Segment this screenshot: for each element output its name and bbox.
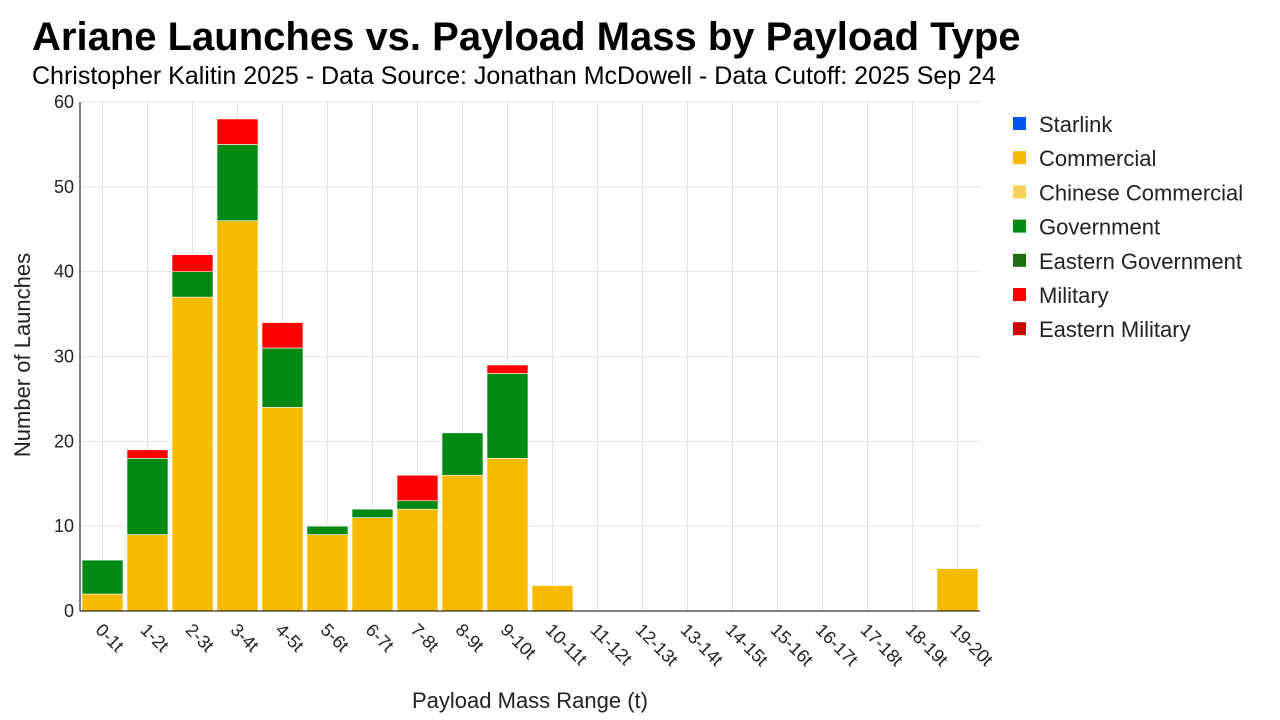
y-tick-label: 0 bbox=[64, 601, 74, 621]
bar-commercial-1-2t bbox=[126, 534, 169, 612]
legend-swatch bbox=[1013, 253, 1026, 267]
bar-commercial-4-5t bbox=[261, 407, 304, 612]
legend-label: Eastern Military bbox=[1039, 317, 1191, 342]
x-tick-label: 3-4t bbox=[227, 620, 263, 656]
legend-swatch bbox=[1013, 322, 1026, 336]
legend-swatch bbox=[1013, 288, 1026, 301]
x-tick-label: 10-11t bbox=[542, 620, 591, 669]
y-tick-label: 20 bbox=[54, 431, 74, 451]
bar-commercial-10-11t bbox=[531, 585, 574, 612]
x-tick-label: 0-1t bbox=[92, 620, 128, 656]
bar-commercial-8-9t bbox=[441, 474, 484, 612]
x-tick-label: 7-8t bbox=[407, 620, 443, 656]
y-tick-label: 60 bbox=[54, 92, 74, 112]
bar-commercial-7-8t bbox=[396, 508, 439, 612]
legend-swatch bbox=[1013, 185, 1026, 199]
bar-military-2-3t bbox=[171, 254, 214, 272]
bar-commercial-9-10t bbox=[486, 457, 529, 612]
bar-commercial-5-6t bbox=[306, 534, 349, 612]
bar-government-9-10t bbox=[486, 373, 529, 459]
y-tick-labels: 0 10 20 30 40 50 60 bbox=[54, 92, 74, 621]
bars bbox=[81, 118, 979, 612]
x-tick-label: 13-14t bbox=[677, 620, 727, 670]
chart-title: Ariane Launches vs. Payload Mass by Payl… bbox=[32, 15, 1021, 59]
legend-label: Military bbox=[1039, 283, 1109, 308]
x-tick-label: 1-2t bbox=[137, 620, 173, 656]
y-tick-label: 40 bbox=[54, 262, 74, 282]
legend-label: Commercial bbox=[1039, 146, 1156, 171]
y-tick-label: 50 bbox=[54, 177, 74, 197]
bar-military-9-10t bbox=[486, 364, 529, 374]
bar-military-7-8t bbox=[396, 474, 439, 502]
bar-government-3-4t bbox=[216, 144, 259, 222]
legend-swatch bbox=[1013, 117, 1026, 130]
x-tick-label: 17-18t bbox=[857, 620, 907, 670]
grid bbox=[80, 101, 980, 611]
x-tick-label: 11-12t bbox=[587, 620, 636, 669]
bar-commercial-6-7t bbox=[351, 517, 394, 612]
bar-government-5-6t bbox=[306, 525, 349, 535]
x-tick-label: 2-3t bbox=[182, 620, 218, 656]
x-tick-label: 8-9t bbox=[452, 620, 488, 656]
x-tick-label: 15-16t bbox=[767, 620, 817, 670]
y-tick-label: 10 bbox=[54, 516, 74, 536]
bar-government-1-2t bbox=[126, 457, 169, 535]
bar-military-3-4t bbox=[216, 118, 259, 145]
y-axis-label: Number of Launches bbox=[10, 253, 35, 457]
x-tick-label: 16-17t bbox=[812, 620, 862, 670]
axes bbox=[79, 102, 980, 612]
chart-subtitle: Christopher Kalitin 2025 - Data Source: … bbox=[32, 62, 996, 90]
legend: Starlink Commercial Chinese Commercial Gove… bbox=[1013, 112, 1243, 342]
bar-commercial-0-1t bbox=[81, 593, 124, 612]
x-axis-label: Payload Mass Range (t) bbox=[412, 688, 648, 713]
bar-commercial-2-3t bbox=[171, 296, 214, 612]
x-tick-labels: 0-1t 1-2t 2-3t 3-4t 4-5t 5-6t 6-7t 7-8t 8-9t 9-10… bbox=[92, 620, 997, 670]
x-tick-label: 9-10t bbox=[497, 620, 540, 663]
bar-government-4-5t bbox=[261, 347, 304, 408]
bar-government-2-3t bbox=[171, 271, 214, 298]
x-tick-label: 19-20t bbox=[947, 620, 997, 670]
bar-commercial-19-20t bbox=[936, 568, 979, 612]
x-tick-label: 18-19t bbox=[902, 620, 952, 670]
x-tick-label: 12-13t bbox=[632, 620, 682, 670]
legend-swatch bbox=[1013, 151, 1026, 165]
legend-label: Chinese Commercial bbox=[1039, 180, 1243, 205]
bar-military-4-5t bbox=[261, 322, 304, 349]
legend-label: Government bbox=[1039, 215, 1160, 240]
y-tick-label: 30 bbox=[54, 347, 74, 367]
bar-government-8-9t bbox=[441, 432, 484, 476]
bar-government-7-8t bbox=[396, 500, 439, 510]
legend-swatch bbox=[1013, 219, 1026, 233]
bar-government-6-7t bbox=[351, 508, 394, 518]
legend-label: Eastern Government bbox=[1039, 249, 1242, 274]
x-tick-label: 5-6t bbox=[317, 620, 353, 656]
legend-label: Starlink bbox=[1039, 112, 1113, 137]
bar-government-0-1t bbox=[81, 559, 124, 595]
x-tick-label: 14-15t bbox=[722, 620, 772, 670]
x-tick-label: 4-5t bbox=[272, 620, 308, 656]
bar-military-1-2t bbox=[126, 449, 169, 459]
x-tick-label: 6-7t bbox=[362, 620, 398, 656]
bar-commercial-3-4t bbox=[216, 220, 259, 612]
